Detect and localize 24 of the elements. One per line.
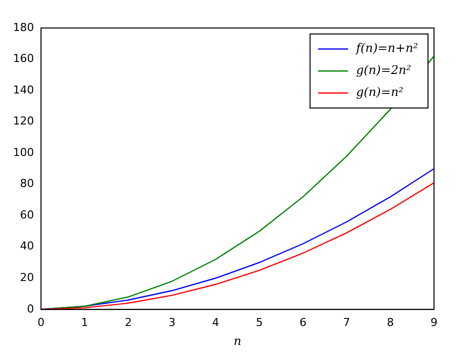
x-tick-label: 5	[256, 316, 263, 329]
x-axis-title: n	[234, 334, 242, 348]
x-tick-label: 1	[81, 316, 88, 329]
y-tick-label: 80	[20, 177, 34, 190]
x-tick-label: 0	[37, 316, 44, 329]
y-tick-label: 40	[20, 240, 34, 253]
y-tick-label: 0	[26, 302, 34, 316]
x-tick-label: 7	[343, 316, 350, 329]
y-tick-label: 140	[12, 83, 34, 96]
y-tick-label: 180	[12, 20, 34, 34]
x-tick-label: 6	[300, 316, 306, 329]
y-tick-label: 100	[12, 146, 34, 159]
y-tick-label: 60	[20, 208, 34, 222]
x-tick-label: 4	[212, 316, 220, 329]
y-tick-label: 160	[12, 52, 34, 66]
legend-label: f(n)=n+n²	[355, 41, 418, 56]
legend-label: g(n)=2n²	[356, 63, 412, 78]
y-tick-label: 20	[20, 270, 34, 284]
x-tick-label: 2	[124, 316, 132, 329]
x-tick-label: 9	[430, 316, 438, 329]
y-tick-label: 120	[12, 114, 34, 128]
x-tick-label: 8	[386, 316, 394, 329]
legend-label: g(n)=n²	[356, 85, 404, 100]
x-tick-label: 3	[168, 316, 176, 329]
